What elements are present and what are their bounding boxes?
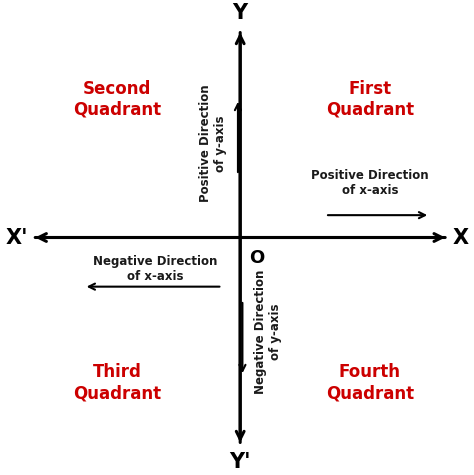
Text: Negative Direction
of y-axis: Negative Direction of y-axis xyxy=(254,269,282,393)
Text: Negative Direction
of x-axis: Negative Direction of x-axis xyxy=(93,256,218,284)
Text: Positive Direction
of y-axis: Positive Direction of y-axis xyxy=(199,85,227,202)
Text: Fourth
Quadrant: Fourth Quadrant xyxy=(326,363,414,402)
Text: Y: Y xyxy=(233,3,248,23)
Text: X': X' xyxy=(5,228,28,247)
Text: Third
Quadrant: Third Quadrant xyxy=(73,363,161,402)
Text: Positive Direction
of x-axis: Positive Direction of x-axis xyxy=(311,169,428,197)
Text: Second
Quadrant: Second Quadrant xyxy=(73,80,161,118)
Text: Y': Y' xyxy=(229,452,251,472)
Text: O: O xyxy=(249,249,264,266)
Text: X: X xyxy=(453,228,469,247)
Text: First
Quadrant: First Quadrant xyxy=(326,80,414,118)
